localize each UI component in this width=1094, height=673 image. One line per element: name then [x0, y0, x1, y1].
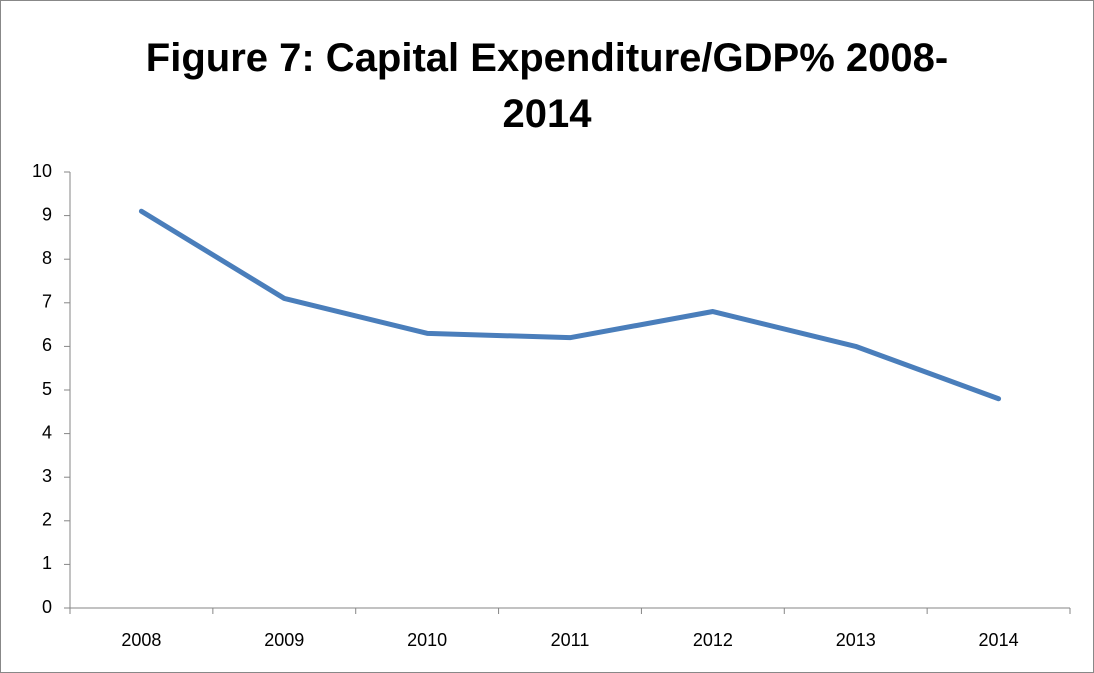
y-tick-label: 2 — [42, 510, 52, 530]
y-tick-label: 8 — [42, 248, 52, 268]
chart-title: Figure 7: Capital Expenditure/GDP% 2008-… — [145, 36, 949, 136]
x-tick-label: 2012 — [693, 630, 733, 650]
x-tick-label: 2010 — [407, 630, 447, 650]
x-tick-label: 2013 — [836, 630, 876, 650]
data-line — [138, 208, 1002, 402]
y-tick-label: 5 — [42, 379, 52, 399]
y-tick-label: 4 — [42, 422, 52, 442]
y-tick-label: 7 — [42, 292, 52, 312]
y-tick-label: 1 — [42, 553, 52, 573]
x-tick-label: 2014 — [979, 630, 1019, 650]
y-tick-label: 0 — [42, 597, 52, 617]
x-tick-label: 2008 — [121, 630, 161, 650]
y-tick-label: 3 — [42, 466, 52, 486]
y-tick-label: 10 — [32, 161, 52, 181]
x-tick-label: 2009 — [264, 630, 304, 650]
y-tick-label: 9 — [42, 204, 52, 224]
x-tick-label: 2011 — [551, 630, 590, 650]
y-tick-label: 6 — [42, 335, 52, 355]
